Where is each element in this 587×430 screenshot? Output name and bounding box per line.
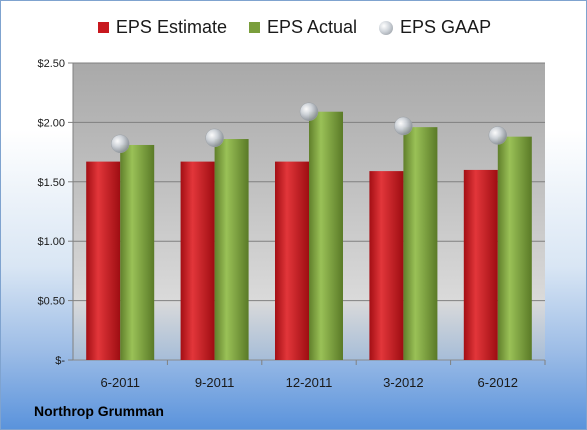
legend: EPS Estimate EPS Actual EPS GAAP [1,17,586,38]
bar-eps-estimate [369,171,404,360]
legend-label-estimate: EPS Estimate [115,17,227,37]
bar-eps-actual [497,136,532,360]
marker-eps-gaap [205,128,224,148]
legend-swatch-estimate [97,22,109,33]
bar-eps-actual [120,144,155,360]
bar-eps-estimate [180,161,215,360]
x-tick-label: 3-2012 [383,375,423,390]
y-tick-label: $- [55,355,65,367]
legend-item-actual: EPS Actual [248,17,358,38]
bar-eps-estimate [275,161,309,360]
legend-label-gaap: EPS GAAP [400,17,492,37]
y-tick-label: $0.50 [37,296,65,308]
x-tick-label: 6-2011 [100,375,140,390]
bar-eps-actual [309,111,343,360]
legend-item-estimate: EPS Estimate [97,17,227,38]
legend-item-gaap: EPS GAAP [379,17,491,38]
y-tick-label: $1.50 [37,177,65,189]
legend-swatch-actual [248,22,260,33]
marker-eps-gaap [110,134,130,154]
bar-eps-estimate [463,169,498,360]
y-tick-label: $2.00 [37,117,65,129]
legend-label-actual: EPS Actual [266,17,358,37]
bar-eps-actual [214,139,249,360]
company-label: Northrop Grumman [34,403,164,419]
y-tick-label: $1.00 [37,236,65,248]
marker-eps-gaap [299,102,319,121]
x-tick-label: 6-2012 [478,375,518,390]
y-tick-label: $2.50 [37,58,65,70]
marker-eps-gaap [394,116,413,136]
bar-eps-estimate [86,161,121,360]
x-tick-label: 9-2011 [195,375,235,390]
marker-eps-gaap [488,126,508,145]
legend-swatch-gaap [379,20,394,35]
x-tick-label: 12-2011 [286,375,333,390]
bar-eps-actual [403,127,438,360]
